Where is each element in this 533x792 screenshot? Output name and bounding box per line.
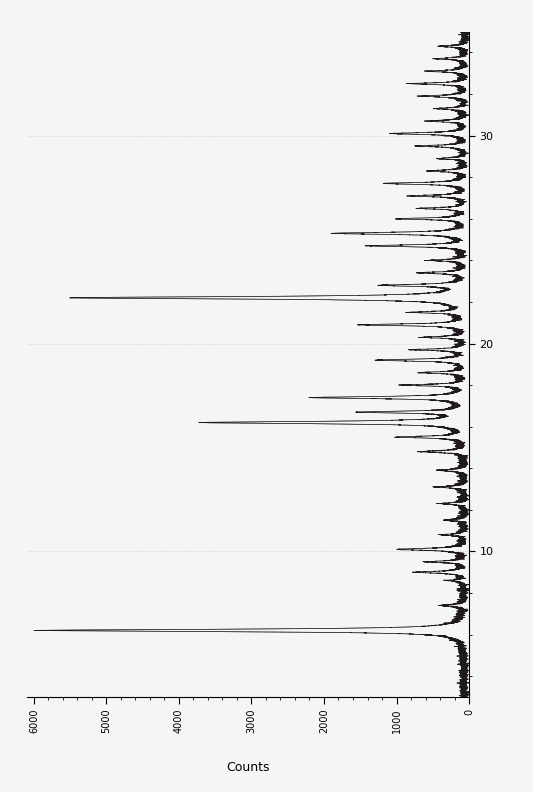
X-axis label: Counts: Counts	[226, 761, 270, 774]
